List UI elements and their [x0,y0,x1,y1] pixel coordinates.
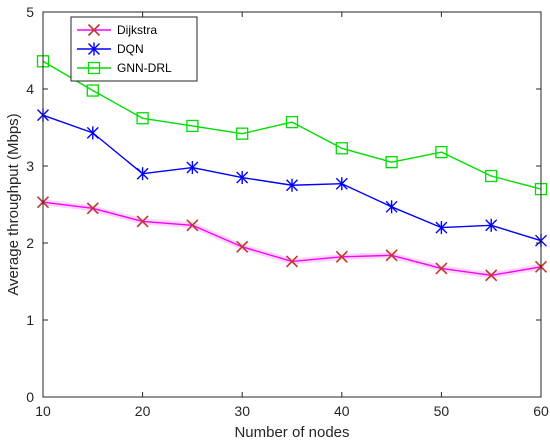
data-point [335,177,348,191]
plot-frame [42,11,542,398]
data-point [385,155,398,169]
data-point [136,215,149,228]
x-tick-label: 20 [135,403,151,419]
series-lines [40,60,544,279]
data-point [385,200,398,214]
y-tick-label: 4 [26,81,34,97]
data-point [435,221,448,235]
series-line [42,60,542,190]
data-point [435,262,448,275]
data-point [285,115,299,129]
legend-label: GNN-DRL [117,61,172,75]
data-point [86,84,99,97]
y-tick-label: 0 [26,389,34,405]
y-tick-label: 3 [26,158,34,174]
legend-item: GNN-DRL [77,61,172,75]
legend-marker [87,23,101,37]
data-point [136,112,149,125]
y-axis-label: Average throughput (Mbps) [5,113,22,295]
data-point [435,145,448,159]
y-tick-label: 1 [26,312,34,328]
legend-item: DQN [77,42,144,56]
y-tick-label: 2 [26,235,34,251]
x-axis-label: Number of nodes [234,424,349,441]
data-point [86,202,99,215]
data-point [236,127,249,140]
data-point [485,269,498,282]
data-point [86,126,99,140]
data-point [485,169,498,183]
x-tick-label: 10 [35,403,51,419]
data-point [385,249,398,262]
data-point [285,255,299,268]
y-tick-label: 5 [26,4,34,20]
legend-item: Dijkstra [77,23,157,37]
series-line-halo [40,199,544,279]
data-point [236,240,249,253]
legend-label: Dijkstra [117,23,157,37]
x-tick-label: 50 [434,403,450,419]
legend-marker [88,42,100,56]
series-line [42,114,542,242]
y-axis: 0 1 2 3 4 5 [26,4,541,405]
data-point [136,167,149,181]
data-point [186,119,199,133]
legend-label: DQN [117,42,144,56]
x-tick-label: 60 [533,403,549,419]
x-tick-label: 30 [234,403,250,419]
data-point [186,161,199,175]
legend: Dijkstra DQN GNN-DRL [70,16,198,82]
series-markers [36,55,548,282]
data-point [236,171,249,185]
data-point [186,219,199,232]
data-point [286,178,298,192]
x-axis: 10 20 30 40 50 60 [35,12,549,419]
legend-marker [87,61,101,75]
data-point [335,142,348,155]
x-tick-label: 40 [334,403,350,419]
data-point [335,250,348,263]
data-point [485,218,498,232]
